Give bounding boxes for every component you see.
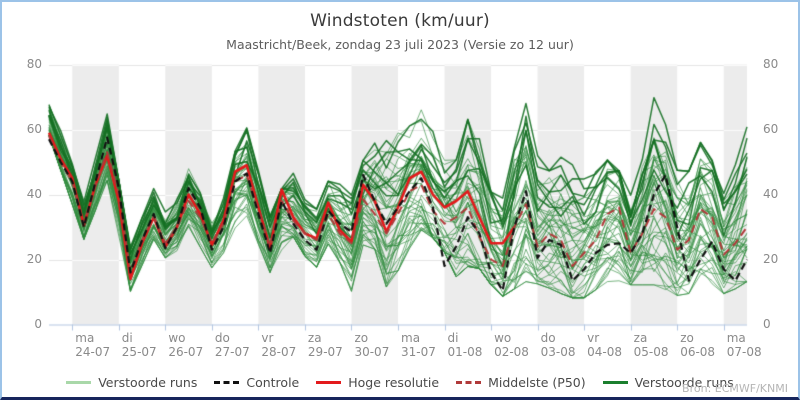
legend-item: Hoge resolutie (316, 375, 439, 390)
legend-item: Verstoorde runs (66, 375, 197, 390)
legend-item: Middelste (P50) (456, 375, 586, 390)
y-tick-label-right: 60 (763, 121, 779, 136)
legend-swatch-icon (316, 381, 342, 384)
legend-swatch-icon (214, 381, 240, 384)
legend: Verstoorde runs Controle Hoge resolutie Mid… (2, 375, 798, 390)
legend-label: Verstoorde runs (634, 375, 734, 390)
x-tick-label: za 29-07 (307, 331, 343, 359)
page-title: Windstoten (km/uur) (310, 11, 490, 31)
legend-swatch-icon (66, 381, 92, 384)
y-tick-label-right: 80 (763, 56, 779, 71)
legend-label: Verstoorde runs (98, 375, 198, 390)
y-tick-label-left: 60 (26, 121, 42, 136)
y-tick-label-left: 0 (34, 316, 42, 331)
legend-swatch-icon (602, 381, 628, 384)
x-tick-label: vr 28-07 (261, 331, 297, 359)
x-tick-label: wo 02-08 (494, 331, 529, 359)
legend-label: Middelste (P50) (488, 375, 586, 390)
x-tick-label: ma 24-07 (75, 331, 111, 359)
legend-label: Hoge resolutie (348, 375, 440, 390)
y-tick-label-left: 20 (26, 251, 42, 266)
y-tick-label-right: 0 (763, 316, 771, 331)
legend-label: Controle (246, 375, 300, 390)
y-tick-label-right: 20 (763, 251, 779, 266)
legend-swatch-icon (456, 381, 482, 384)
x-tick-label: do 27-07 (214, 331, 250, 359)
x-tick-label: za 05-08 (633, 331, 669, 359)
attribution: Bron: ECMWF/KNMI (682, 382, 788, 395)
x-tick-label: ma 31-07 (401, 331, 436, 359)
x-tick-label: zo 30-07 (354, 331, 390, 359)
y-tick-label-left: 40 (26, 186, 42, 201)
y-tick-label-right: 40 (763, 186, 779, 201)
y-tick-label-left: 80 (26, 56, 42, 71)
legend-item: Verstoorde runs (602, 375, 734, 390)
x-tick-label: do 03-08 (540, 331, 576, 359)
x-tick-label: wo 26-07 (168, 331, 204, 359)
x-tick-label: ma 07-08 (726, 331, 762, 359)
legend-item: Controle (214, 375, 299, 390)
page-subtitle: Maastricht/Beek, zondag 23 juli 2023 (Ve… (226, 37, 574, 52)
x-tick-label: vr 04-08 (587, 331, 622, 359)
x-tick-label: zo 06-08 (680, 331, 716, 359)
x-tick-label: di 01-08 (447, 331, 483, 359)
x-tick-label: di 25-07 (121, 331, 157, 359)
